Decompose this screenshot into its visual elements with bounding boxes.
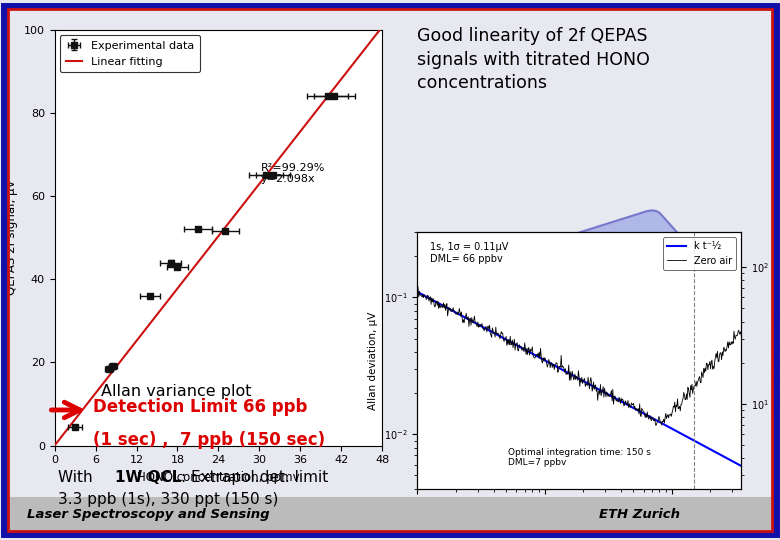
Line: k t⁻½: k t⁻½ <box>417 292 760 476</box>
Legend: Experimental data, Linear fitting: Experimental data, Linear fitting <box>60 35 200 72</box>
Zero air <box>756 311 765 318</box>
Zero air <box>413 286 422 292</box>
k t⁻½ <box>756 473 765 480</box>
Zero air <box>750 310 759 317</box>
Text: Laser Spectroscopy and Sensing: Laser Spectroscopy and Sensing <box>27 508 270 521</box>
Text: Optimal integration time: 150 s
DML=7 ppbv: Optimal integration time: 150 s DML=7 pp… <box>508 448 651 467</box>
Text: Poster X2.446: Poster X2.446 <box>493 240 669 349</box>
Zero air <box>696 379 705 386</box>
Text: ETH Zurich: ETH Zurich <box>599 508 680 521</box>
X-axis label: HONO concentration, ppmv: HONO concentration, ppmv <box>137 471 300 484</box>
Text: 3.3 ppb (1s), 330 ppt (150 s): 3.3 ppb (1s), 330 ppt (150 s) <box>58 492 279 507</box>
k t⁻½ <box>576 376 585 383</box>
Zero air <box>579 378 588 384</box>
k t⁻½ <box>748 469 757 475</box>
Zero air <box>413 284 423 290</box>
Text: 1W QCL: 1W QCL <box>115 470 182 485</box>
Text: 1s, 1σ = 0.11μV
DML= 66 ppbv: 1s, 1σ = 0.11μV DML= 66 ppbv <box>431 242 509 264</box>
Zero air <box>599 394 608 401</box>
Line: Zero air: Zero air <box>417 287 760 425</box>
Zero air <box>618 396 627 402</box>
Legend: k t⁻½, Zero air: k t⁻½, Zero air <box>663 237 736 269</box>
Text: : Extrapol.det. limit: : Extrapol.det. limit <box>181 470 328 485</box>
k t⁻½ <box>694 440 704 447</box>
Zero air <box>651 422 661 428</box>
Y-axis label: QEPAS 2f signal, μV: QEPAS 2f signal, μV <box>5 180 18 295</box>
Text: (1 sec) ,  7 ppb (150 sec): (1 sec) , 7 ppb (150 sec) <box>94 431 325 449</box>
Y-axis label: Allan deviation, μV: Allan deviation, μV <box>368 311 378 410</box>
Text: R²=99.29%
y=2.098x: R²=99.29% y=2.098x <box>261 163 325 184</box>
Text: Detection Limit 66 ppb: Detection Limit 66 ppb <box>94 398 308 416</box>
X-axis label: Integration time (t), s: Integration time (t), s <box>523 518 635 528</box>
k t⁻½ <box>598 388 608 395</box>
Zero air <box>576 379 586 386</box>
k t⁻½ <box>413 288 422 295</box>
k t⁻½ <box>578 377 587 384</box>
Text: With: With <box>58 470 98 485</box>
FancyBboxPatch shape <box>423 211 739 378</box>
Y-axis label: Allan deviation, ppbv: Allan deviation, ppbv <box>775 309 780 412</box>
k t⁻½ <box>617 399 626 405</box>
Text: Good linearity of 2f QEPAS
signals with titrated HONO
concentrations: Good linearity of 2f QEPAS signals with … <box>417 27 651 92</box>
Text: Allan variance plot: Allan variance plot <box>101 384 252 399</box>
